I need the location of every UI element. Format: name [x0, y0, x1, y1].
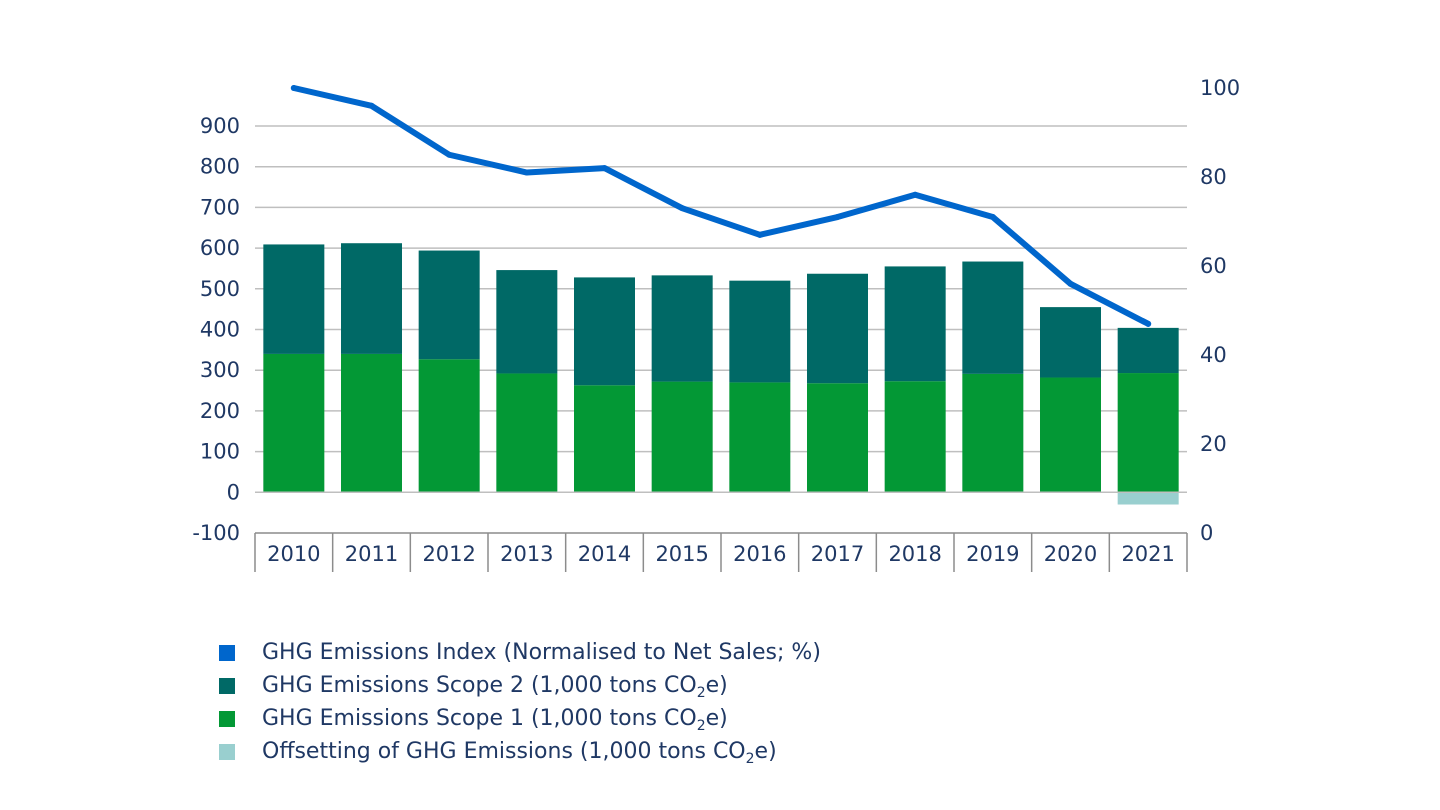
- legend-swatch-scope2: [219, 677, 235, 694]
- index-point: [1145, 320, 1152, 327]
- y-right-tick-label: 0: [1200, 521, 1213, 545]
- index-point: [912, 191, 919, 198]
- index-point: [368, 102, 375, 109]
- y-left-tick-label: -100: [192, 521, 240, 545]
- x-tick-label: 2013: [500, 542, 553, 566]
- legend-item-offset: Offsetting of GHG Emissions (1,000 tons …: [219, 735, 821, 768]
- x-tick-label: 2014: [578, 542, 631, 566]
- bar-scope2: [263, 244, 325, 354]
- y-left-tick-label: 0: [227, 480, 240, 504]
- y-left-tick-label: 300: [200, 358, 240, 382]
- bar-scope1: [496, 373, 558, 493]
- legend-item-index: GHG Emissions Index (Normalised to Net S…: [219, 636, 821, 669]
- bar-scope2: [341, 243, 402, 354]
- bar-scope1: [263, 353, 325, 493]
- legend-label-scope2: GHG Emissions Scope 2 (1,000 tons CO2e): [262, 673, 728, 701]
- index-point: [679, 205, 686, 212]
- legend-swatch-index: [219, 644, 235, 661]
- legend-item-scope2: GHG Emissions Scope 2 (1,000 tons CO2e): [219, 669, 821, 702]
- x-tick-label: 2011: [345, 542, 398, 566]
- index-point: [601, 165, 608, 172]
- bar-scope1: [807, 383, 868, 493]
- y-right-tick-label: 20: [1200, 432, 1227, 456]
- y-left-tick-label: 800: [200, 155, 240, 179]
- bar-scope1: [341, 353, 402, 493]
- index-line: [290, 85, 1152, 327]
- bar-scope2: [962, 261, 1024, 374]
- y-left-tick-label: 200: [200, 399, 240, 423]
- bar-scope2: [1117, 327, 1179, 374]
- x-tick-label: 2015: [655, 542, 708, 566]
- index-point: [756, 231, 763, 238]
- bar-scope1: [1040, 377, 1101, 493]
- index-point: [989, 214, 996, 221]
- bar-scope1: [1117, 373, 1179, 493]
- index-point: [834, 214, 841, 221]
- y-left-tick-label: 900: [200, 114, 240, 138]
- index-point: [446, 151, 453, 158]
- y-left-tick-label: 600: [200, 236, 240, 260]
- x-tick-label: 2017: [811, 542, 864, 566]
- x-tick-label: 2016: [733, 542, 786, 566]
- legend-swatch-scope1: [219, 710, 235, 727]
- legend: GHG Emissions Index (Normalised to Net S…: [219, 636, 821, 768]
- index-point: [523, 169, 530, 176]
- y-left-tick-label: 700: [200, 195, 240, 219]
- bar-scope1: [574, 385, 635, 493]
- x-tick-label: 2020: [1044, 542, 1097, 566]
- legend-label-offset: Offsetting of GHG Emissions (1,000 tons …: [262, 739, 777, 767]
- bar-offset: [1117, 492, 1179, 505]
- bar-scope1: [884, 381, 946, 493]
- bar-scope1: [651, 381, 713, 493]
- bar-scope2: [1040, 307, 1101, 378]
- x-tick-label: 2018: [888, 542, 941, 566]
- legend-label-scope1: GHG Emissions Scope 1 (1,000 tons CO2e): [262, 706, 728, 734]
- bar-scope1: [962, 373, 1024, 493]
- index-point: [1067, 280, 1074, 287]
- legend-swatch-offset: [219, 743, 235, 760]
- y-right-tick-label: 40: [1200, 343, 1227, 367]
- legend-label-index: GHG Emissions Index (Normalised to Net S…: [262, 640, 821, 665]
- y-left-tick-label: 400: [200, 318, 240, 342]
- bar-scope2: [496, 270, 558, 374]
- y-right-tick-label: 80: [1200, 165, 1227, 189]
- bar-scope1: [729, 382, 791, 493]
- x-tick-label: 2021: [1121, 542, 1174, 566]
- bar-scope2: [418, 250, 480, 360]
- y-left-tick-label: 500: [200, 277, 240, 301]
- chart: -100 0 100 200 300 400 500 600 700 800 900 0 20 40 60 8…: [192, 76, 1240, 572]
- legend-item-scope1: GHG Emissions Scope 1 (1,000 tons CO2e): [219, 702, 821, 735]
- x-tick-label: 2010: [267, 542, 320, 566]
- x-tick-label: 2012: [422, 542, 475, 566]
- bar-scope1: [418, 359, 480, 493]
- bar-scope2: [884, 266, 946, 382]
- y-right-tick-label: 60: [1200, 254, 1227, 278]
- x-tick-label: 2019: [966, 542, 1019, 566]
- bar-scope2: [574, 277, 635, 386]
- y-right-tick-label: 100: [1200, 76, 1240, 100]
- bar-scope2: [807, 273, 868, 384]
- bar-scope2: [729, 280, 791, 383]
- index-point: [290, 85, 297, 91]
- y-left-tick-label: 100: [200, 440, 240, 464]
- bar-scope2: [651, 275, 713, 382]
